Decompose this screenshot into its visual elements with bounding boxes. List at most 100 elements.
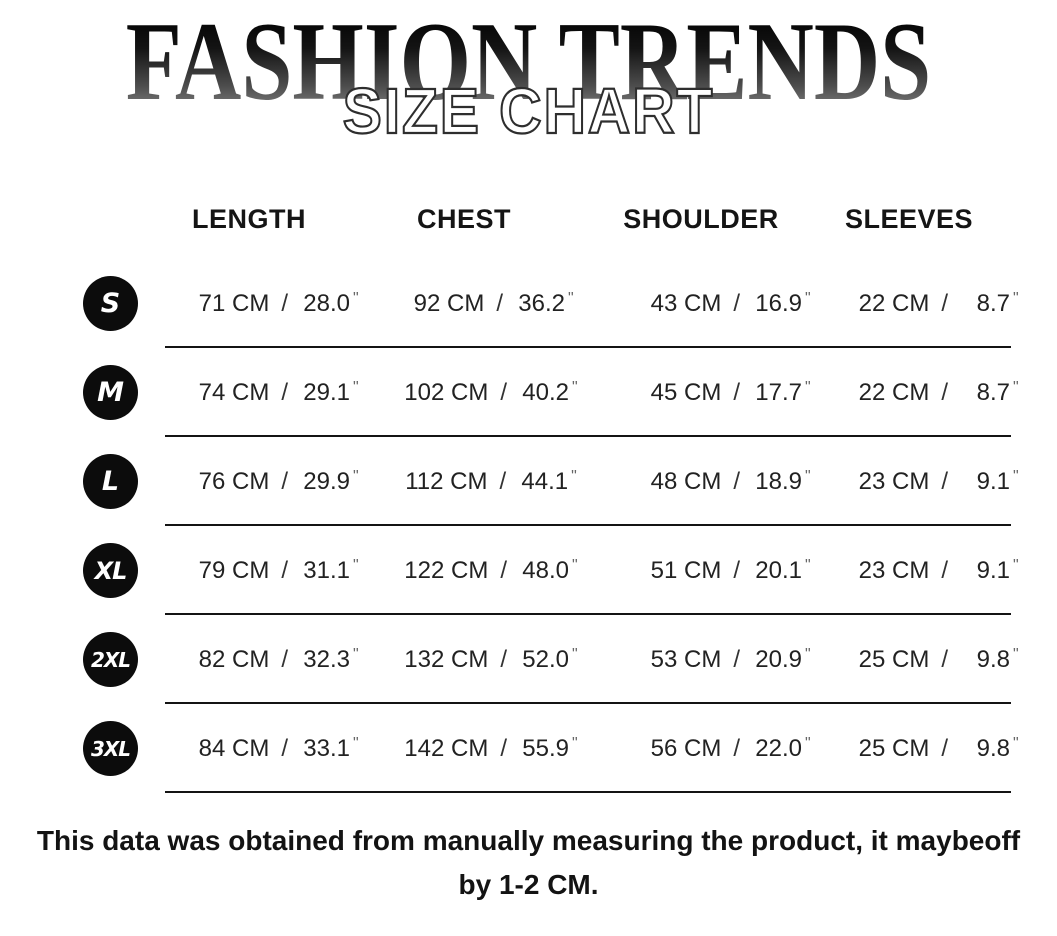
inch-value: 52.0 bbox=[522, 645, 570, 673]
length-cell: 82 CM / 32.3 " bbox=[192, 646, 360, 674]
unit-separator: / bbox=[733, 734, 740, 762]
inch-mark: " bbox=[352, 734, 359, 752]
chest-cell: 142 CM / 55.9 " bbox=[360, 735, 622, 763]
inch-mark: " bbox=[804, 289, 811, 307]
unit-separator: / bbox=[500, 645, 508, 673]
cm-value: 74 CM bbox=[198, 378, 270, 406]
inch-value: 28.0 bbox=[303, 289, 350, 317]
unit-separator: / bbox=[941, 378, 948, 406]
inch-mark: " bbox=[804, 467, 811, 485]
unit-separator: / bbox=[941, 734, 948, 762]
inch-mark: " bbox=[352, 467, 359, 485]
size-badge-cell: L bbox=[56, 454, 165, 509]
inch-value: 20.1 bbox=[755, 556, 802, 584]
unit-separator: / bbox=[281, 734, 288, 762]
unit-separator: / bbox=[500, 556, 508, 584]
inch-value: 29.9 bbox=[303, 467, 350, 495]
inch-value: 9.8 bbox=[976, 645, 1010, 673]
column-header-shoulder: SHOULDER bbox=[623, 204, 779, 234]
unit-separator: / bbox=[733, 378, 740, 406]
cm-value: 71 CM bbox=[198, 289, 270, 317]
inch-mark: " bbox=[1012, 378, 1019, 396]
unit-separator: / bbox=[281, 645, 288, 673]
inch-value: 36.2 bbox=[518, 289, 565, 317]
cm-value: 23 CM bbox=[858, 467, 930, 495]
inch-value: 18.9 bbox=[755, 467, 802, 495]
cm-value: 22 CM bbox=[858, 378, 930, 406]
inch-value: 9.1 bbox=[976, 467, 1010, 495]
cm-value: 122 CM bbox=[404, 556, 489, 584]
row-divider bbox=[165, 791, 1011, 793]
unit-separator: / bbox=[281, 378, 288, 406]
disclaimer-line-1: This data was obtained from manually mea… bbox=[36, 825, 1021, 856]
unit-separator: / bbox=[941, 289, 948, 317]
size-badge: 3XL bbox=[83, 721, 138, 776]
column-header-chest: CHEST bbox=[416, 204, 511, 234]
cm-value: 43 CM bbox=[650, 289, 722, 317]
inch-value: 32.3 bbox=[303, 645, 350, 673]
inch-value: 17.7 bbox=[755, 378, 802, 406]
unit-separator: / bbox=[496, 289, 503, 317]
size-badge: M bbox=[83, 365, 138, 420]
inch-value: 16.9 bbox=[755, 289, 802, 317]
measurement-disclaimer: This data was obtained from manually mea… bbox=[0, 819, 1057, 907]
size-label: S bbox=[100, 288, 121, 319]
shoulder-cell: 56 CM / 22.0 " bbox=[622, 735, 834, 763]
inch-mark: " bbox=[804, 734, 811, 752]
column-header-sleeves: SLEEVES bbox=[844, 204, 974, 234]
row-divider bbox=[165, 613, 1011, 615]
inch-mark: " bbox=[1012, 645, 1019, 663]
chest-cell: 102 CM / 40.2 " bbox=[360, 379, 622, 407]
cm-value: 132 CM bbox=[404, 645, 489, 673]
cm-value: 92 CM bbox=[413, 289, 485, 317]
unit-separator: / bbox=[733, 289, 740, 317]
cm-value: 22 CM bbox=[858, 289, 930, 317]
table-row: XL 79 CM/31.1 " 122 CM/48.0 " 51 CM/20.1 " … bbox=[56, 526, 1019, 615]
cm-value: 102 CM bbox=[404, 378, 489, 406]
size-badge-cell: XL bbox=[56, 543, 165, 598]
cm-value: 82 CM bbox=[198, 645, 270, 673]
sleeves-cell: 25 CM / 9.8 " bbox=[834, 646, 1038, 674]
inch-value: 33.1 bbox=[303, 734, 350, 762]
chest-cell: 92 CM / 36.2 " bbox=[360, 290, 622, 318]
inch-mark: " bbox=[1012, 467, 1019, 485]
unit-separator: / bbox=[733, 467, 740, 495]
row-divider bbox=[165, 435, 1011, 437]
cm-value: 142 CM bbox=[404, 734, 489, 762]
inch-mark: " bbox=[804, 378, 811, 396]
row-divider bbox=[165, 524, 1011, 526]
inch-value: 55.9 bbox=[522, 734, 570, 762]
unit-separator: / bbox=[281, 289, 288, 317]
chest-cell: 122 CM / 48.0 " bbox=[360, 557, 622, 585]
inch-value: 48.0 bbox=[522, 556, 570, 584]
inch-mark: " bbox=[1012, 289, 1019, 307]
unit-separator: / bbox=[499, 467, 507, 495]
length-cell: 76 CM / 29.9 " bbox=[192, 468, 360, 496]
size-label: M bbox=[97, 377, 124, 408]
chest-cell: 112 CM / 44.1 " bbox=[360, 468, 622, 496]
inch-mark: " bbox=[571, 467, 577, 485]
inch-mark: " bbox=[352, 289, 359, 307]
size-label: XL bbox=[94, 556, 128, 585]
shoulder-cell: 53 CM / 20.9 " bbox=[622, 646, 834, 674]
cm-value: 84 CM bbox=[198, 734, 270, 762]
length-cell: 84 CM / 33.1 " bbox=[192, 735, 360, 763]
size-badge-cell: S bbox=[56, 276, 165, 331]
table-row: S 71 CM/28.0 " 92 CM/36.2 " 43 CM/16.9 " 22… bbox=[56, 259, 1019, 348]
size-badge: 2XL bbox=[83, 632, 138, 687]
cm-value: 56 CM bbox=[650, 734, 722, 762]
header: FASHION TRENDS SIZE CHART bbox=[0, 0, 1057, 180]
inch-value: 29.1 bbox=[303, 378, 350, 406]
shoulder-cell: 51 CM / 20.1 " bbox=[622, 557, 834, 585]
inch-mark: " bbox=[572, 378, 578, 396]
size-label: L bbox=[101, 466, 120, 497]
table-row: 3XL 84 CM/33.1 " 142 CM/55.9 " 56 CM/22.0 "… bbox=[56, 704, 1019, 793]
shoulder-cell: 45 CM / 17.7 " bbox=[622, 379, 834, 407]
size-label: 2XL bbox=[90, 647, 131, 672]
sleeves-cell: 22 CM / 8.7 " bbox=[834, 379, 1038, 407]
inch-mark: " bbox=[572, 556, 578, 574]
size-label: 3XL bbox=[90, 736, 131, 761]
inch-mark: " bbox=[804, 556, 811, 574]
sleeves-cell: 23 CM / 9.1 " bbox=[834, 557, 1038, 585]
